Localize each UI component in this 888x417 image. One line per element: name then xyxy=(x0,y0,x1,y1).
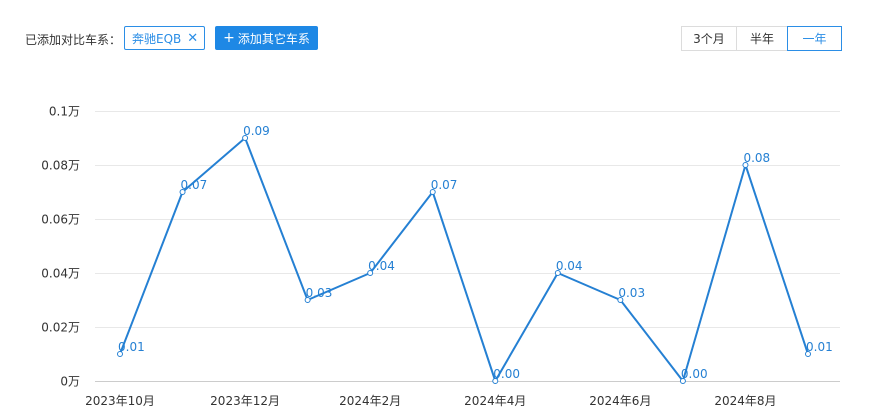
data-label: 0.00 xyxy=(681,367,708,381)
x-tick-label: 2024年8月 xyxy=(714,394,776,408)
add-model-label: 添加其它车系 xyxy=(237,31,310,46)
time-range-selector: 3个月 半年 一年 xyxy=(681,26,842,51)
data-point[interactable] xyxy=(679,378,686,384)
data-point[interactable] xyxy=(742,162,749,168)
y-tick-label: 0.08万 xyxy=(41,159,80,173)
grid-lines xyxy=(95,111,840,382)
series xyxy=(117,135,811,384)
y-axis: 0万 0.02万 0.04万 0.06万 0.08万 0.1万 xyxy=(41,105,80,389)
x-tick-label: 2023年10月 xyxy=(85,394,155,408)
data-label: 0.08 xyxy=(743,151,770,165)
data-label: 0.03 xyxy=(618,286,645,300)
data-label: 0.04 xyxy=(556,259,583,273)
x-tick-label: 2023年12月 xyxy=(210,394,280,408)
data-label: 0.03 xyxy=(306,286,333,300)
x-tick-label: 2024年2月 xyxy=(339,394,401,408)
data-point[interactable] xyxy=(492,378,499,384)
data-label: 0.04 xyxy=(368,259,395,273)
data-point[interactable] xyxy=(242,135,249,141)
x-tick-label: 2024年4月 xyxy=(464,394,526,408)
add-model-button[interactable]: + 添加其它车系 xyxy=(215,26,318,50)
data-point[interactable] xyxy=(117,351,123,357)
x-tick-label: 2024年6月 xyxy=(589,394,651,408)
data-label: 0.07 xyxy=(431,178,458,192)
data-point[interactable] xyxy=(429,189,436,195)
data-point[interactable] xyxy=(554,270,561,276)
x-axis: 2023年10月 2023年12月 2024年2月 2024年4月 2024年6月 202… xyxy=(85,394,776,408)
data-point[interactable] xyxy=(304,297,311,303)
y-tick-label: 0.1万 xyxy=(49,105,80,119)
selected-model-tag[interactable]: 奔驰EQB ✕ xyxy=(124,26,205,50)
close-icon[interactable]: ✕ xyxy=(187,30,199,46)
range-one-year-button[interactable]: 一年 xyxy=(787,26,842,51)
data-point[interactable] xyxy=(367,270,374,276)
compare-label: 已添加对比车系： xyxy=(25,33,122,47)
data-label: 0.01 xyxy=(806,340,833,354)
data-point[interactable] xyxy=(805,351,811,357)
series-line xyxy=(119,137,809,382)
data-label: 0.07 xyxy=(181,178,208,192)
y-tick-label: 0.04万 xyxy=(41,267,80,281)
toolbar: 已添加对比车系： 奔驰EQB ✕ + 添加其它车系 3个月 半年 一年 xyxy=(0,0,888,60)
y-tick-label: 0.02万 xyxy=(41,321,80,335)
data-labels: 0.01 0.07 0.09 0.03 0.04 0.07 0.00 0.04 0.03 0.00… xyxy=(118,124,833,381)
data-point[interactable] xyxy=(179,189,186,195)
data-point[interactable] xyxy=(617,297,624,303)
plus-icon: + xyxy=(223,30,235,46)
data-label: 0.00 xyxy=(493,367,520,381)
y-tick-label: 0万 xyxy=(60,375,80,389)
y-tick-label: 0.06万 xyxy=(41,213,80,227)
data-label: 0.09 xyxy=(243,124,270,138)
selected-model-name: 奔驰EQB xyxy=(132,31,182,46)
data-label: 0.01 xyxy=(118,340,145,354)
range-half-year-button[interactable]: 半年 xyxy=(736,26,788,51)
